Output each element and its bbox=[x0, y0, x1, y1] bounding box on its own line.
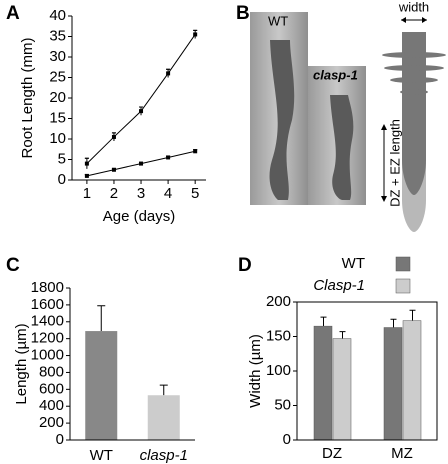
x-tick-label: WT bbox=[90, 447, 113, 464]
x-tick-label: 1 bbox=[83, 185, 91, 202]
bar bbox=[402, 320, 422, 441]
error-bar bbox=[390, 318, 397, 328]
y-tick-label: 1000 bbox=[31, 347, 64, 364]
y-tick-label: 0 bbox=[283, 431, 291, 448]
y-tick-label: 1200 bbox=[31, 330, 64, 347]
bar bbox=[313, 325, 333, 441]
y-tick-label: 15 bbox=[49, 109, 66, 126]
marker bbox=[193, 149, 198, 154]
y-tick-label: 1800 bbox=[31, 279, 64, 296]
photo-label: WT bbox=[268, 13, 288, 28]
error-bar bbox=[320, 316, 327, 327]
y-tick-label: 200 bbox=[39, 414, 64, 431]
panel-label: C bbox=[6, 255, 20, 276]
y-tick-label: 1600 bbox=[31, 296, 64, 313]
marker bbox=[139, 161, 144, 166]
panel-label: B bbox=[236, 3, 250, 24]
marker bbox=[166, 155, 171, 160]
root bbox=[330, 95, 354, 200]
series-line bbox=[86, 34, 196, 164]
error-bar bbox=[97, 305, 106, 332]
y-tick-label: 600 bbox=[39, 380, 64, 397]
x-tick-label: MZ bbox=[391, 445, 413, 462]
length-label: DZ + EZ length bbox=[387, 119, 402, 207]
bar bbox=[332, 338, 352, 441]
legend-label: WT bbox=[342, 255, 365, 272]
y-axis-label: Root Length (mm) bbox=[19, 38, 36, 159]
x-tick-label: 3 bbox=[137, 185, 145, 202]
photo-label: clasp-1 bbox=[313, 67, 358, 82]
y-tick-label: 10 bbox=[49, 130, 66, 147]
x-tick-label: 4 bbox=[164, 185, 172, 202]
legend-label: Clasp-1 bbox=[313, 277, 365, 294]
y-tick-label: 35 bbox=[49, 27, 66, 44]
marker bbox=[111, 167, 116, 172]
error-bar bbox=[159, 384, 168, 396]
marker bbox=[111, 134, 116, 139]
marker bbox=[166, 71, 171, 76]
marker bbox=[193, 32, 198, 37]
y-tick-label: 800 bbox=[39, 363, 64, 380]
error-bar bbox=[339, 331, 346, 339]
root-hair bbox=[400, 89, 428, 95]
y-tick-label: 0 bbox=[58, 171, 66, 188]
y-tick-label: 20 bbox=[49, 89, 66, 106]
root-hair bbox=[384, 65, 444, 71]
legend-swatch bbox=[395, 256, 411, 272]
x-tick-label: 2 bbox=[110, 185, 118, 202]
y-tick-label: 100 bbox=[266, 362, 291, 379]
panel-label: D bbox=[238, 255, 252, 276]
y-tick-label: 0 bbox=[56, 431, 64, 448]
y-tick-label: 50 bbox=[274, 396, 291, 413]
x-tick-label: 5 bbox=[191, 185, 199, 202]
y-axis-label: Length (µm) bbox=[13, 323, 30, 404]
x-tick-label: clasp-1 bbox=[140, 447, 188, 464]
root bbox=[269, 40, 295, 200]
y-tick-label: 200 bbox=[266, 293, 291, 310]
root-diagram bbox=[402, 32, 426, 195]
marker bbox=[139, 109, 144, 114]
width-label: width bbox=[398, 0, 429, 14]
panel-label: A bbox=[6, 3, 20, 24]
y-axis-label: Width (µm) bbox=[247, 334, 264, 408]
y-tick-label: 5 bbox=[58, 150, 66, 167]
y-tick-label: 30 bbox=[49, 48, 66, 65]
legend-swatch bbox=[395, 278, 411, 294]
y-tick-label: 400 bbox=[39, 397, 64, 414]
root-hair bbox=[390, 77, 438, 83]
bar bbox=[383, 327, 403, 441]
root-hair bbox=[382, 52, 446, 58]
y-tick-label: 40 bbox=[49, 7, 66, 24]
y-tick-label: 25 bbox=[49, 68, 66, 85]
bar bbox=[147, 395, 180, 440]
x-tick-label: DZ bbox=[322, 445, 342, 462]
y-tick-label: 150 bbox=[266, 327, 291, 344]
marker bbox=[84, 173, 89, 178]
x-axis-label: Age (days) bbox=[103, 208, 176, 225]
error-bar bbox=[409, 309, 416, 321]
y-tick-label: 1400 bbox=[31, 313, 64, 330]
bar bbox=[85, 331, 118, 440]
marker bbox=[84, 161, 89, 166]
